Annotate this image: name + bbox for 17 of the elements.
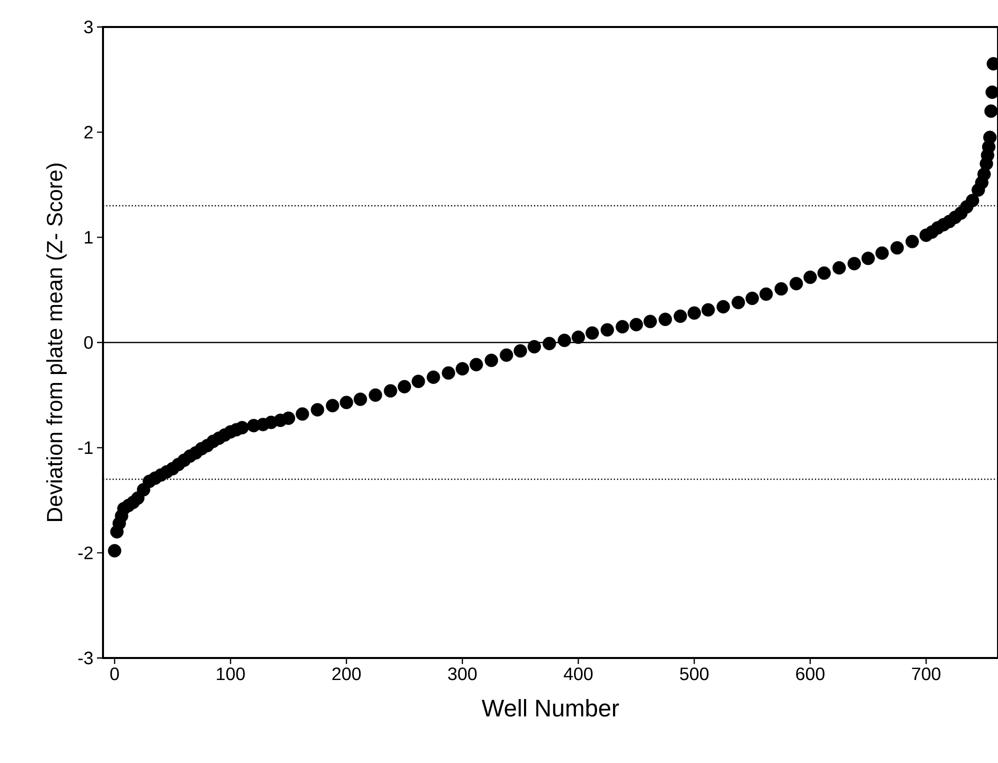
x-tick-label: 0 xyxy=(110,668,119,680)
x-tick-label: 600 xyxy=(796,668,824,680)
x-tick-label: 100 xyxy=(216,668,245,680)
y-axis-title: Deviation from plate mean (Z- Score) xyxy=(46,164,67,521)
x-tick-label: 300 xyxy=(448,668,477,680)
x-tick-label: 500 xyxy=(680,668,709,680)
x-axis-title: Well Number xyxy=(482,699,619,717)
x-tick-label: 700 xyxy=(912,668,940,680)
x-tick-label: 400 xyxy=(564,668,593,680)
x-tick-label: 200 xyxy=(332,668,361,680)
y-tick-label: 3 xyxy=(84,20,93,34)
y-tick-label: -1 xyxy=(78,441,93,454)
y-tick-label: -3 xyxy=(78,652,93,664)
y-tick-label: 1 xyxy=(84,231,93,244)
y-tick-label: 0 xyxy=(84,336,93,349)
y-tick-label: -2 xyxy=(78,546,93,560)
y-tick-label: 2 xyxy=(84,126,93,138)
